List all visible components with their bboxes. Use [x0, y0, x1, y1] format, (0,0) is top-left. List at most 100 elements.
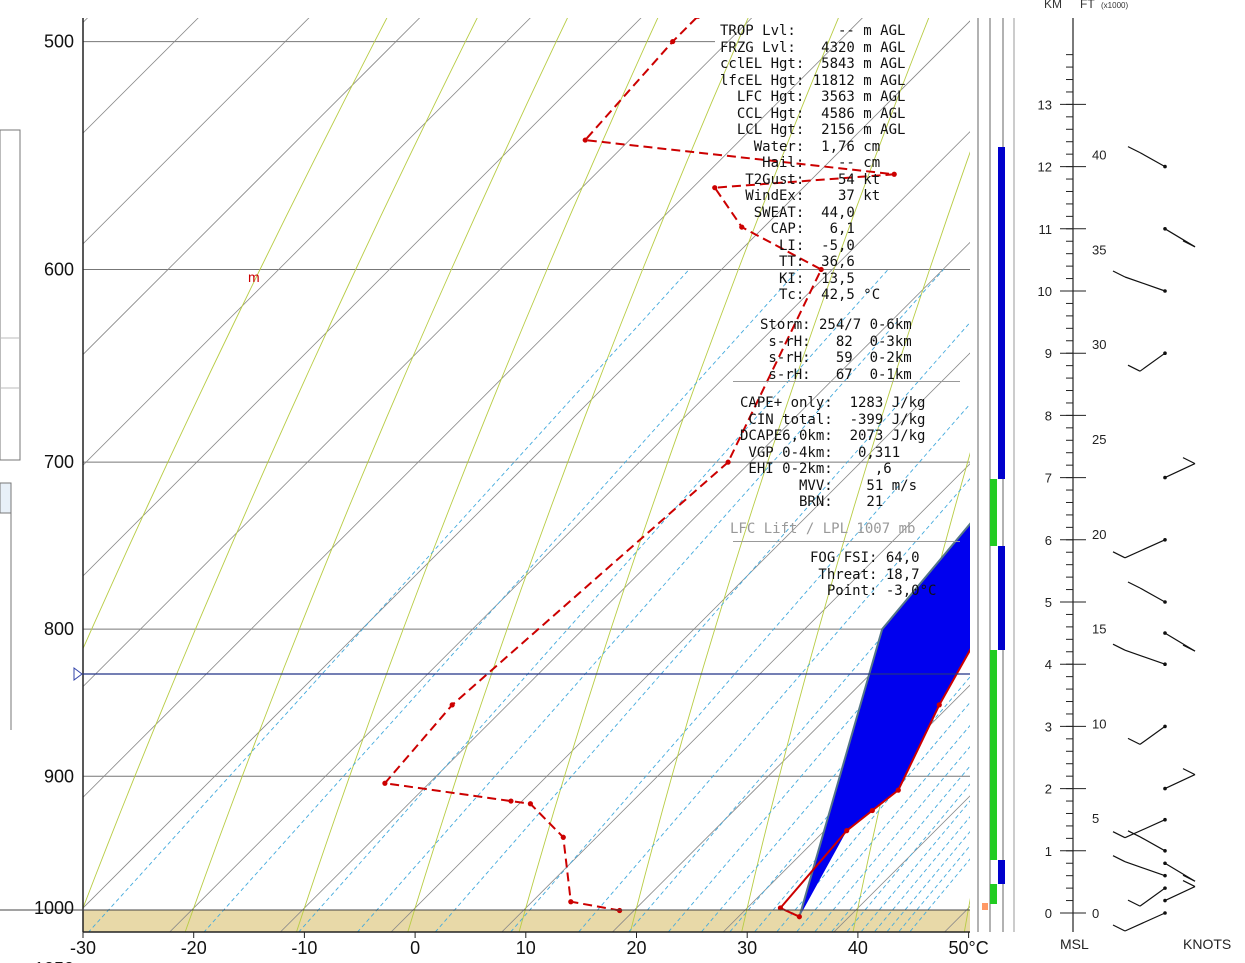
- ft-tick-label: 40: [1092, 148, 1106, 163]
- km-tick-label: 10: [1038, 284, 1052, 299]
- wind-barb-flag: [1182, 874, 1196, 882]
- dewpoint-point: [695, 18, 700, 19]
- mixing-ratio-line: [628, 533, 970, 932]
- wind-barb-staff: [1124, 861, 1166, 877]
- temperature-tick-label: 30: [737, 938, 757, 958]
- index-line: cclEL Hgt: 5843 m AGL: [720, 56, 906, 72]
- km-tick-label: 6: [1045, 533, 1052, 548]
- mixing-ratio-line: [776, 701, 970, 932]
- wind-barb-flag: [1112, 924, 1126, 932]
- mixing-ratio-line: [830, 765, 970, 932]
- wind-barb-flag: [1112, 855, 1126, 863]
- temperature-tick-label: 40: [848, 938, 868, 958]
- index-line: WindEx: 37 kt: [720, 188, 881, 204]
- index-line: FOG FSI: 64,0: [810, 550, 920, 566]
- msl-label: MSL: [1060, 936, 1089, 952]
- wind-barb-point: [1163, 227, 1167, 231]
- mixing-ratio-line: [510, 403, 970, 932]
- mixing-ratio-line: [898, 845, 970, 932]
- ft-tick-label: 25: [1092, 432, 1106, 447]
- temperature-point: [895, 787, 901, 793]
- wind-barb-staff: [1124, 276, 1166, 292]
- mixing-ratio-line: [846, 783, 970, 932]
- km-tick-label: 3: [1045, 719, 1052, 734]
- temperature-point: [777, 905, 784, 911]
- mixing-ratio-line: [434, 321, 970, 932]
- ft-tick-label: 15: [1092, 622, 1106, 637]
- wind-barb-point: [1163, 886, 1167, 890]
- index-line: MVV: 51 m/s: [740, 477, 918, 494]
- wind-barb-staff: [1124, 912, 1166, 932]
- mixing-ratio-line: [667, 578, 970, 932]
- temperature-point: [869, 807, 875, 814]
- wind-barb-point: [1163, 724, 1167, 729]
- wind-barb-flag: [1112, 270, 1126, 278]
- pressure-tick-label: 500: [44, 32, 74, 52]
- ground-band: [83, 910, 970, 932]
- dry-adiabat: [83, 18, 478, 910]
- index-line: CIN total: -399 J/kg: [740, 411, 926, 428]
- mixing-ratio-line: [298, 269, 889, 932]
- dewpoint-point: [739, 224, 745, 230]
- wind-barb-flag: [1182, 880, 1196, 888]
- temperature-point: [1182, 181, 1187, 186]
- index-block-storm: Storm: 254/7 0-6km s-rH: 82 0-3km s-rH: …: [760, 317, 912, 383]
- wind-barb-staff: [1124, 539, 1166, 559]
- temperature-tick-label: 50°C: [948, 938, 988, 958]
- wind-barb-point: [1163, 289, 1167, 293]
- mixing-ratio-line: [909, 858, 970, 932]
- wind-barb-staff: [1139, 836, 1166, 852]
- index-line: s-rH: 82 0-3km: [760, 333, 912, 350]
- index-line: LCL Hgt: 2156 m AGL: [720, 122, 906, 138]
- wind-barb-staff: [1164, 463, 1196, 479]
- wind-barb-point: [1163, 662, 1167, 666]
- index-line: TT: 36,6: [720, 254, 855, 270]
- temperature-tick-label: 20: [626, 938, 646, 958]
- cape-label: m: [248, 269, 260, 285]
- separator: [733, 541, 960, 542]
- mixing-ratio-line: [753, 676, 970, 932]
- dewpoint-point: [527, 801, 533, 807]
- wind-barb-staff: [1139, 152, 1166, 168]
- isotherm-line: [83, 20, 970, 909]
- cin-area: [799, 523, 970, 917]
- separator: [733, 381, 960, 382]
- isotherm-line: [501, 463, 970, 932]
- dewpoint-point: [568, 899, 574, 905]
- isotherm-line: [390, 352, 970, 932]
- index-line: BRN: 21: [740, 494, 884, 510]
- temperature-point: [1047, 460, 1052, 465]
- index-line: Storm: 254/7 0-6km: [760, 317, 912, 333]
- wind-barb-point: [1163, 786, 1167, 791]
- ft-label: FT: [1080, 0, 1095, 11]
- index-line: Threat: 18,7: [810, 566, 920, 583]
- wind-barb-staff: [1124, 819, 1166, 839]
- wind-barb-point: [1163, 475, 1167, 480]
- index-line: Point: -3,0°C: [810, 583, 937, 599]
- wind-barb-staff: [1139, 887, 1166, 907]
- wind-barb-point: [1163, 600, 1167, 604]
- wind-barb-flag: [1182, 457, 1196, 465]
- index-line: CAPE+ only: 1283 J/kg: [740, 395, 926, 411]
- dry-adiabat: [184, 18, 568, 932]
- km-tick-label: 7: [1045, 471, 1052, 486]
- wind-barb-point: [1163, 351, 1167, 356]
- ft-tick-label: 20: [1092, 527, 1106, 542]
- index-line: Water: 1,76 cm: [720, 138, 881, 155]
- wind-barb-flag: [1127, 581, 1141, 589]
- ft-tick-label: 5: [1092, 811, 1099, 826]
- index-line: T2Gust: 54 kt: [720, 171, 881, 188]
- dewpoint-point: [582, 137, 588, 143]
- wind-barb-staff: [1124, 649, 1166, 665]
- wind-barb-staff: [1139, 352, 1166, 372]
- wind-barb-point: [1163, 873, 1167, 878]
- mixing-ratio-line: [814, 745, 970, 932]
- dewpoint-point: [382, 780, 388, 786]
- layer-bars: [977, 18, 1015, 932]
- temperature-tick-label: 0: [410, 938, 420, 958]
- ft-scale-label: (x1000): [1101, 1, 1129, 10]
